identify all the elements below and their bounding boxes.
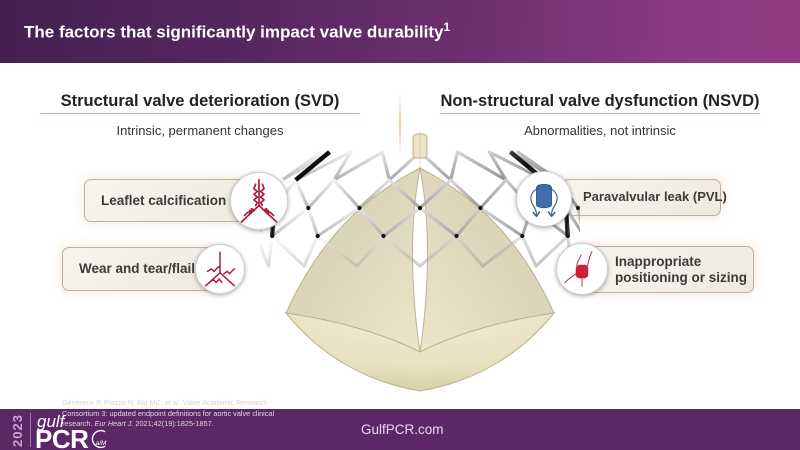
svg-text:aiM: aiM xyxy=(96,440,107,447)
